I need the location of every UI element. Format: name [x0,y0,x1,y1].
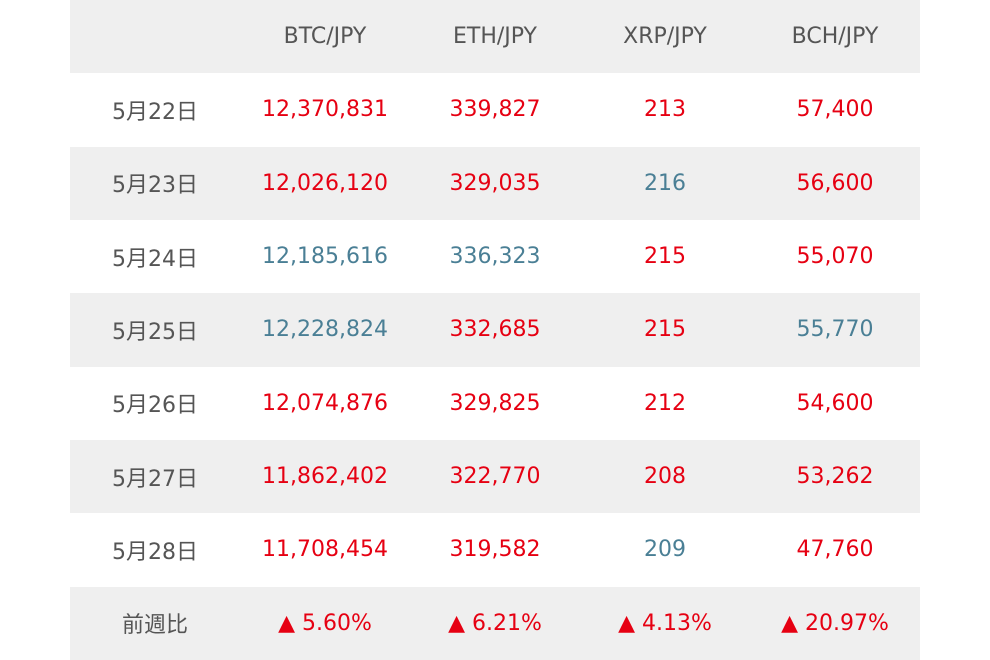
price-cell: 319,582 [449,537,541,563]
column-header: BCH/JPY [791,24,879,50]
price-cell: 322,770 [449,464,541,490]
price-cell: 12,228,824 [262,317,388,343]
price-cell: 12,370,831 [262,97,388,123]
data-row: 前週比 ▲ 5.60% ▲ 6.21% ▲ 4.13% ▲ 20.97% [70,586,920,660]
price-cell: 209 [644,537,686,563]
row-label: 5月24日 [112,246,198,272]
price-cell: ▲ 20.97% [781,610,889,636]
price-cell: ▲ 4.13% [618,610,712,636]
price-cell: 53,262 [796,464,874,490]
row-label: 5月26日 [112,393,198,419]
price-cell: 57,400 [796,97,874,123]
price-cell: 12,185,616 [262,244,388,270]
price-cell: 329,825 [449,390,541,416]
data-row: 5月27日 11,862,402 322,770 208 53,262 [70,440,920,514]
price-cell: 56,600 [796,170,874,196]
price-cell: ▲ 5.60% [278,610,372,636]
price-cell: 47,760 [796,537,874,563]
price-cell: 55,770 [796,317,874,343]
header-corner [70,0,240,73]
data-row: 5月26日 12,074,876 329,825 212 54,600 [70,367,920,440]
price-cell: 216 [644,170,686,196]
column-header: ETH/JPY [452,24,537,50]
price-cell: 54,600 [796,390,874,416]
row-label: 5月25日 [112,319,198,345]
price-cell: 212 [644,390,686,416]
price-cell: 215 [644,244,686,270]
price-cell: 12,074,876 [262,390,388,416]
price-cell: 336,323 [449,244,541,270]
price-cell: 12,026,120 [262,170,388,196]
price-table: BTC/JPY ETH/JPY XRP/JPY BCH/JPY 5月22日 12,370,… [70,0,920,660]
column-header: XRP/JPY [623,24,707,50]
row-label: 5月28日 [112,539,198,565]
price-cell: 215 [644,317,686,343]
price-cell: 332,685 [449,317,541,343]
price-cell: 55,070 [796,244,874,270]
row-label: 5月22日 [112,99,198,125]
data-row: 5月23日 12,026,120 329,035 216 56,600 [70,146,920,220]
price-cell: 208 [644,464,686,490]
price-cell: 339,827 [449,97,541,123]
data-row: 5月25日 12,228,824 332,685 215 55,770 [70,293,920,367]
price-cell: ▲ 6.21% [448,610,542,636]
price-cell: 11,708,454 [262,537,388,563]
data-row: 5月22日 12,370,831 339,827 213 57,400 [70,73,920,146]
price-cell: 213 [644,97,686,123]
column-header: BTC/JPY [283,24,367,50]
row-label: 前週比 [121,613,188,639]
price-cell: 329,035 [449,170,541,196]
row-label: 5月23日 [112,173,198,199]
header-row: BTC/JPY ETH/JPY XRP/JPY BCH/JPY [70,0,920,74]
data-row: 5月28日 11,708,454 319,582 209 47,760 [70,513,920,586]
price-cell: 11,862,402 [262,464,388,490]
data-row: 5月24日 12,185,616 336,323 215 55,070 [70,220,920,293]
row-label: 5月27日 [112,466,198,492]
